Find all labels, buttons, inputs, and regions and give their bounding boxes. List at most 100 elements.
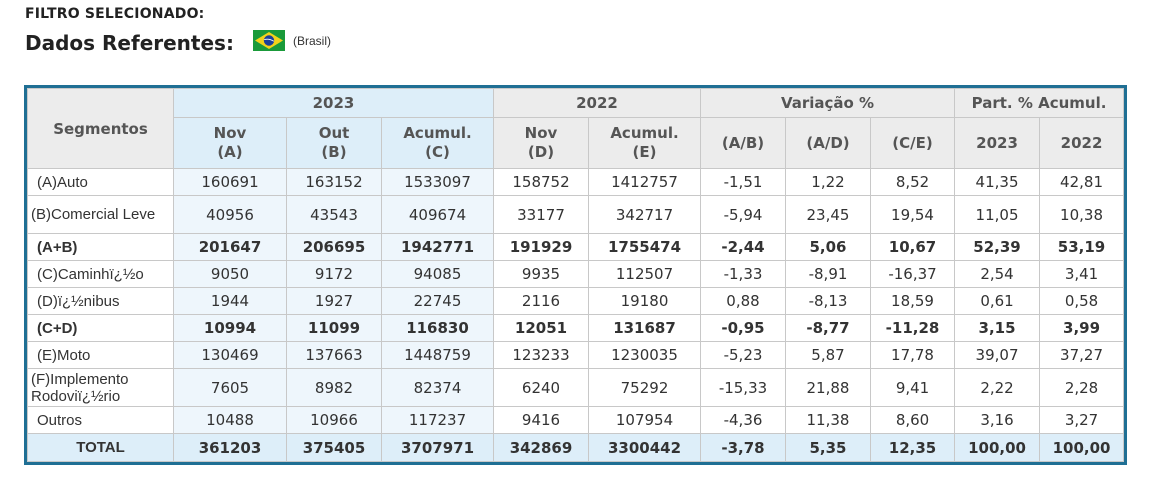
table-cell: 5,87 xyxy=(785,341,871,369)
segments-table: Segmentos 2023 2022 Variação % Part. % A… xyxy=(27,88,1125,462)
table-cell: -5,94 xyxy=(700,195,786,234)
table-cell: 116830 xyxy=(381,314,494,342)
table-cell: 131687 xyxy=(588,314,701,342)
table-cell: 12,35 xyxy=(869,433,956,462)
table-cell: 18,59 xyxy=(869,287,956,315)
table-cell: 8,60 xyxy=(869,406,956,434)
table-cell: 19180 xyxy=(588,287,701,315)
table-cell: 160691 xyxy=(173,168,287,196)
table-cell: 375405 xyxy=(286,433,382,462)
table-row: (A+B) 201647 206695 1942771 191929 1755474 -2,… xyxy=(27,233,1125,261)
page-title: Dados Referentes: xyxy=(25,31,234,55)
table-cell: 409674 xyxy=(381,195,494,234)
table-cell: 1448759 xyxy=(381,341,494,369)
table-cell: 3,41 xyxy=(1039,260,1125,288)
table-cell: 361203 xyxy=(173,433,287,462)
table-cell: 10488 xyxy=(173,406,287,434)
table-cell: 17,78 xyxy=(869,341,956,369)
table-cell: -0,95 xyxy=(700,314,786,342)
filter-label: FILTRO SELECIONADO: xyxy=(25,6,205,22)
table-cell: 342717 xyxy=(588,195,701,234)
table-cell: 53,19 xyxy=(1039,233,1125,261)
table-cell: 2,28 xyxy=(1039,368,1125,407)
segment-name: (E)Moto xyxy=(27,341,174,369)
group-variacao-header: Variação % xyxy=(699,88,956,118)
column-header-label: Acumul. xyxy=(610,124,679,142)
table-cell: 10,67 xyxy=(869,233,956,261)
table-row: (A)Auto 160691 163152 1533097 158752 1412757-… xyxy=(27,168,1125,196)
total-row: TOTAL 361203 375405 3707971 342869 3300442 -3,… xyxy=(27,433,1125,462)
table-cell: -8,77 xyxy=(785,314,871,342)
table-cell: 9172 xyxy=(286,260,382,288)
table-cell: 11099 xyxy=(286,314,382,342)
table-cell: 3,27 xyxy=(1039,406,1125,434)
table-cell: 7605 xyxy=(173,368,287,407)
table-cell: 11,05 xyxy=(954,195,1041,234)
table-cell: 19,54 xyxy=(869,195,956,234)
table-cell: 3,16 xyxy=(954,406,1041,434)
column-header-label: Nov xyxy=(213,124,247,142)
table-cell: 10966 xyxy=(286,406,382,434)
table-cell: 0,61 xyxy=(954,287,1041,315)
table-cell: 75292 xyxy=(588,368,701,407)
table-cell: -8,13 xyxy=(785,287,871,315)
table-cell: 342869 xyxy=(493,433,589,462)
table-cell: 40956 xyxy=(173,195,287,234)
column-header-label: (A/D) xyxy=(806,133,850,152)
table-cell: 3707971 xyxy=(381,433,494,462)
table-cell: 9,41 xyxy=(869,368,956,407)
column-header-label: Out xyxy=(318,124,350,142)
column-header: 2023 xyxy=(954,117,1041,169)
table-cell: 43543 xyxy=(286,195,382,234)
table-cell: -1,51 xyxy=(700,168,786,196)
table-cell: 22745 xyxy=(381,287,494,315)
table-cell: 23,45 xyxy=(785,195,871,234)
table-cell: 107954 xyxy=(588,406,701,434)
table-cell: 1,22 xyxy=(785,168,871,196)
table-cell: 8982 xyxy=(286,368,382,407)
table-cell: 1230035 xyxy=(588,341,701,369)
table-cell: 2,22 xyxy=(954,368,1041,407)
table-cell: 0,58 xyxy=(1039,287,1125,315)
table-row: (C)Caminhï¿½o 9050 9172 94085 9935 112507 -1,3… xyxy=(27,260,1125,288)
column-header-code: (B) xyxy=(321,143,347,161)
column-header-label: (A/B) xyxy=(721,133,765,152)
table-cell: 206695 xyxy=(286,233,382,261)
table-cell: 191929 xyxy=(493,233,589,261)
column-header-code: (D) xyxy=(527,143,555,161)
table-cell: -2,44 xyxy=(700,233,786,261)
column-header: Out (B) xyxy=(286,117,382,169)
table-cell: -15,33 xyxy=(700,368,786,407)
table-cell: 201647 xyxy=(173,233,287,261)
table-cell: 37,27 xyxy=(1039,341,1125,369)
table-cell: 21,88 xyxy=(785,368,871,407)
table-cell: 42,81 xyxy=(1039,168,1125,196)
column-header: Acumul. (E) xyxy=(588,117,701,169)
table-row: (C+D) 10994 11099 116830 12051 131687 -0,95 -8,… xyxy=(27,314,1125,342)
table-cell: 6240 xyxy=(493,368,589,407)
table-cell: -5,23 xyxy=(700,341,786,369)
column-header-label: 2022 xyxy=(1060,133,1103,152)
column-header: 2022 xyxy=(1039,117,1125,169)
segment-name: (D)ï¿½nibus xyxy=(27,287,174,315)
table-cell: 5,35 xyxy=(785,433,871,462)
table-cell: 1755474 xyxy=(588,233,701,261)
table-cell: 9416 xyxy=(493,406,589,434)
table-cell: 158752 xyxy=(493,168,589,196)
table-cell: 163152 xyxy=(286,168,382,196)
table-cell: 11,38 xyxy=(785,406,871,434)
group-part-header: Part. % Acumul. xyxy=(954,88,1125,118)
table-cell: 3,99 xyxy=(1039,314,1125,342)
group-2023-header: 2023 xyxy=(173,88,494,118)
table-cell: 100,00 xyxy=(1039,433,1125,462)
column-header: (C/E) xyxy=(869,117,956,169)
column-header-label: Nov xyxy=(524,124,558,142)
column-header-code: (E) xyxy=(632,143,657,161)
group-2022-header: 2022 xyxy=(493,88,701,118)
table-cell: -3,78 xyxy=(700,433,786,462)
table-cell: 3,15 xyxy=(954,314,1041,342)
table-cell: 82374 xyxy=(381,368,494,407)
data-table-container: Segmentos 2023 2022 Variação % Part. % A… xyxy=(24,85,1128,465)
table-cell: -1,33 xyxy=(700,260,786,288)
segment-name: (A)Auto xyxy=(27,168,174,196)
